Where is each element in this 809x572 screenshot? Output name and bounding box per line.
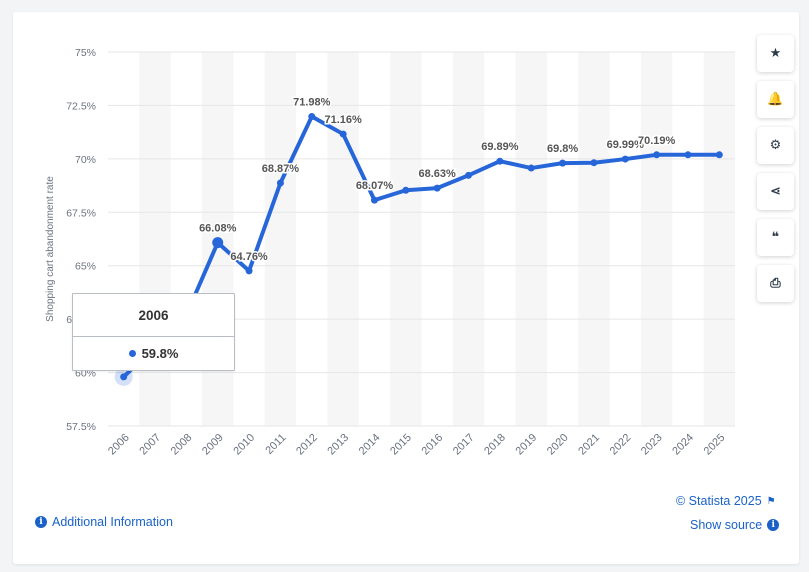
data-point[interactable] (212, 237, 224, 249)
additional-information-label: Additional Information (52, 515, 173, 529)
series-line (121, 114, 722, 379)
y-tick-label: 75% (75, 47, 96, 59)
y-axis-label: Shopping cart abandonment rate (45, 176, 56, 322)
data-label: 68.63% (419, 168, 457, 180)
show-source-link[interactable]: Show source i (690, 518, 780, 532)
x-tick-label: 2023 (639, 432, 665, 458)
column-band (640, 52, 673, 426)
data-label: 69.8% (547, 143, 578, 155)
y-tick-label: 72.5% (66, 100, 96, 112)
data-point[interactable] (496, 157, 504, 165)
x-tick-label: 2015 (388, 432, 414, 458)
favorite-button[interactable]: ★ (757, 35, 794, 72)
print-button[interactable]: ⎙ (757, 265, 794, 302)
column-band (327, 52, 359, 426)
tooltip-series-dot (128, 350, 136, 357)
info-icon: i (35, 516, 47, 528)
data-label: 69.99% (607, 139, 645, 151)
share-icon: ⋖ (770, 184, 781, 199)
data-point[interactable] (465, 171, 473, 179)
star-icon: ★ (769, 46, 782, 61)
x-tick-label: 2025 (702, 432, 728, 458)
column-band (452, 52, 485, 426)
tooltip-title: 2006 (73, 294, 234, 337)
data-label: 71.98% (293, 97, 331, 109)
chart-card: 57.5%60%62.5%65%67.5%70%72.5%75%Shopping… (13, 12, 799, 564)
data-point[interactable] (120, 373, 128, 381)
gear-icon: ⚙ (769, 138, 782, 153)
data-point[interactable] (590, 159, 598, 167)
x-tick-label: 2022 (608, 432, 634, 458)
x-tick-label: 2019 (514, 432, 540, 458)
column-band (264, 52, 297, 426)
data-point[interactable] (621, 155, 629, 163)
data-label: 69.89% (481, 141, 519, 153)
share-button[interactable]: ⋖ (757, 173, 794, 210)
x-tick-label: 2008 (169, 432, 195, 458)
bell-icon: 🔔 (767, 92, 784, 107)
x-tick-label: 2016 (419, 432, 445, 458)
x-tick-label: 2012 (294, 432, 320, 458)
y-tick-label: 57.5% (66, 421, 96, 433)
data-point[interactable] (370, 196, 378, 204)
x-tick-label: 2011 (263, 432, 288, 457)
data-point[interactable] (308, 113, 316, 121)
data-point[interactable] (245, 267, 253, 275)
flag-icon: ⚑ (766, 495, 776, 507)
column-band (578, 52, 610, 426)
x-tick-label: 2017 (451, 432, 477, 458)
line-chart: 57.5%60%62.5%65%67.5%70%72.5%75%Shopping… (45, 47, 735, 458)
data-point[interactable] (527, 164, 535, 172)
data-label: 71.16% (324, 114, 362, 126)
printer-icon: ⎙ (770, 276, 781, 291)
data-label: 68.87% (262, 163, 300, 175)
x-tick-label: 2013 (325, 432, 351, 458)
x-tick-label: 2006 (106, 432, 132, 458)
notification-button[interactable]: 🔔 (757, 81, 794, 118)
cite-button[interactable]: ❝ (757, 219, 794, 256)
y-tick-label: 65% (75, 261, 96, 273)
tooltip-body: 59.8% (73, 337, 234, 370)
chart-tooltip: 2006 59.8% (72, 293, 235, 371)
tooltip-value: 59.8% (141, 346, 179, 361)
data-label: 64.76% (230, 251, 268, 263)
data-point[interactable] (433, 184, 441, 192)
data-point[interactable] (715, 151, 723, 159)
copyright-label: © Statista 2025 (676, 494, 762, 508)
data-point[interactable] (339, 130, 347, 138)
y-tick-label: 70% (75, 154, 96, 166)
x-tick-label: 2009 (200, 432, 226, 458)
column-band (703, 52, 735, 426)
copyright-link[interactable]: © Statista 2025 ⚑ (676, 494, 776, 508)
x-tick-label: 2014 (357, 432, 383, 458)
data-label: 66.08% (199, 223, 237, 235)
x-tick-label: 2021 (576, 432, 602, 458)
settings-button[interactable]: ⚙ (757, 127, 794, 164)
data-label: 68.07% (356, 180, 394, 192)
column-band (515, 52, 547, 426)
y-tick-label: 67.5% (66, 207, 96, 219)
data-point[interactable] (559, 159, 567, 167)
quote-icon: ❝ (771, 230, 780, 245)
data-point[interactable] (653, 151, 661, 159)
x-tick-label: 2010 (231, 432, 257, 458)
x-tick-label: 2020 (545, 432, 571, 458)
column-band (390, 52, 422, 426)
info-icon: i (767, 519, 780, 531)
data-label: 70.19% (638, 135, 676, 147)
x-tick-label: 2007 (137, 432, 163, 458)
data-point[interactable] (684, 151, 692, 159)
data-point[interactable] (402, 186, 410, 194)
x-tick-label: 2018 (482, 432, 508, 458)
additional-information-link[interactable]: i Additional Information (35, 515, 173, 529)
data-point[interactable] (276, 179, 284, 187)
x-tick-label: 2024 (670, 432, 696, 458)
show-source-label: Show source (690, 518, 763, 532)
